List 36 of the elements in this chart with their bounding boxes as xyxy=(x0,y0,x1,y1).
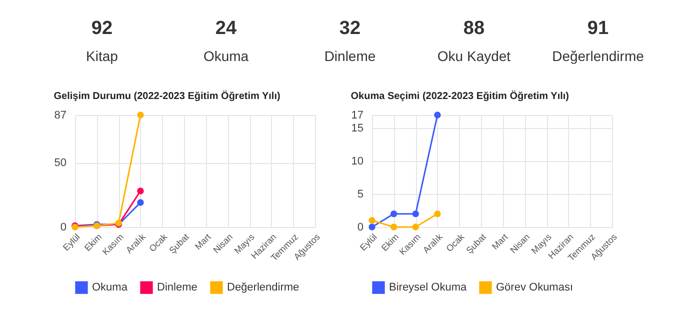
point xyxy=(137,199,144,206)
y-tick-label: 15 xyxy=(351,122,364,135)
category-label: Değerlendirme xyxy=(551,48,645,64)
legend-label: Değerlendirme xyxy=(227,282,300,294)
y-tick-label: 50 xyxy=(54,157,66,170)
data-label: 24 xyxy=(214,18,238,40)
y-tick-label: 0 xyxy=(60,222,66,234)
point xyxy=(137,112,144,118)
category-label: Okuma xyxy=(202,48,250,64)
point xyxy=(412,224,419,230)
point xyxy=(137,188,144,194)
y-tick-label: 87 xyxy=(54,110,66,122)
data-label: 32 xyxy=(338,18,362,40)
data-label: 91 xyxy=(586,18,610,40)
point xyxy=(434,210,441,218)
point xyxy=(412,210,419,218)
data-label: 88 xyxy=(462,18,486,40)
category-label: Oku Kaydet xyxy=(436,48,512,64)
chart-title: Gelişim Durumu (2022-2023 Eğitim Öğretim Yılı) xyxy=(54,90,280,102)
chart-title: Okuma Seçimi (2022-2023 Eğitim Öğretim Yılı) xyxy=(350,90,570,102)
legend-label: Dinleme xyxy=(157,282,198,294)
y-tick-label: 17 xyxy=(351,110,364,122)
point xyxy=(434,112,441,118)
y-tick-label: 10 xyxy=(351,156,364,168)
legend-label: Okuma xyxy=(92,282,128,294)
point xyxy=(390,210,398,218)
point xyxy=(368,217,376,224)
legend-label: Görev Okuması xyxy=(496,282,574,294)
category-label: Kitap xyxy=(85,48,119,64)
point xyxy=(368,224,376,230)
y-tick-label: 5 xyxy=(357,188,364,201)
data-label: 92 xyxy=(90,18,114,40)
point xyxy=(390,224,398,230)
category-label: Dinleme xyxy=(323,48,377,64)
legend-label: Bireysel Okuma xyxy=(389,282,468,294)
y-tick-label: 0 xyxy=(357,222,364,234)
